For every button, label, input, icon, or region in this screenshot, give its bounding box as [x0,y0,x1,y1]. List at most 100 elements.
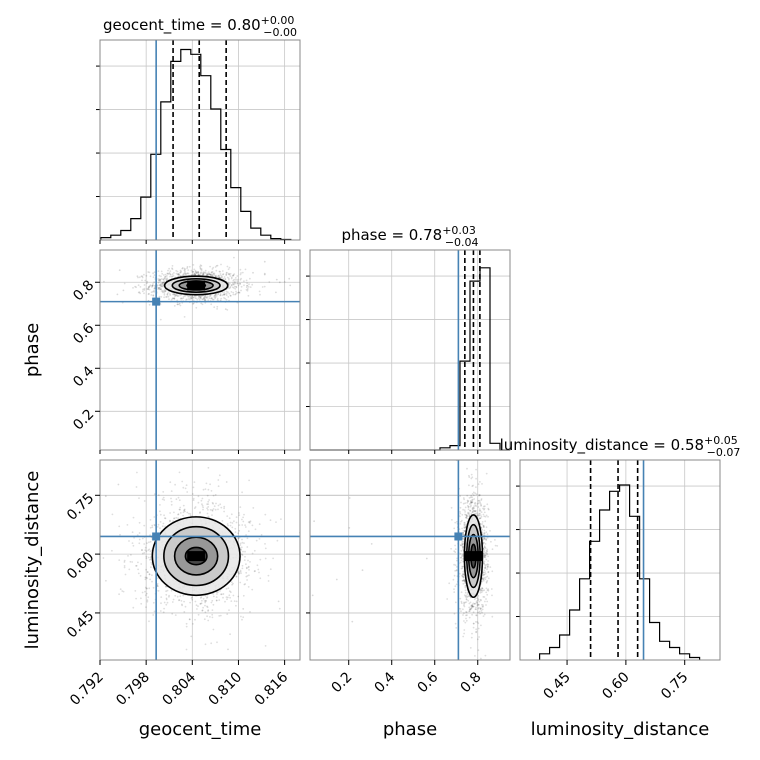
sample-point [225,273,228,276]
sample-point [229,294,232,297]
sample-point [201,599,203,602]
sample-point [166,277,168,280]
sample-point [195,604,198,607]
sample-point [361,569,364,572]
sample-point [175,294,178,297]
sample-point [211,274,214,277]
sample-point [215,502,217,505]
sample-point [214,297,217,300]
sample-point [481,605,484,608]
sample-point [178,302,181,305]
sample-point [221,294,224,297]
sample-point [197,273,200,276]
sample-point [241,518,243,521]
sample-point [246,284,249,287]
sample-point [137,561,139,564]
sample-point [163,277,166,279]
sample-point [229,521,232,524]
sample-point [486,503,489,506]
sample-point [475,597,477,599]
sample-point [485,549,488,552]
sample-point [220,263,222,266]
sample-point [145,274,148,277]
sample-point [196,272,199,274]
sample-point [150,294,153,296]
sample-point [172,520,174,522]
sample-point [232,282,235,284]
sample-point [218,270,221,273]
sample-point [147,596,150,599]
sample-point [143,552,146,554]
sample-point [210,297,213,299]
sample-point [148,271,151,274]
sample-point [217,293,219,296]
sample-point [477,603,480,606]
sample-point [161,272,164,275]
sample-point [190,635,193,638]
sample-point [227,277,230,280]
sample-point [229,275,232,277]
panel-frame [99,459,301,661]
sample-point [197,297,200,299]
sample-point [166,278,169,281]
sample-point [237,284,240,287]
sample-point [280,518,282,520]
sample-point [238,571,240,574]
sample-point [136,534,139,536]
panel-frame [309,459,511,661]
sample-point [217,292,220,295]
sample-point [143,292,145,295]
sample-point [275,278,278,281]
sample-point [214,294,217,296]
sample-point [157,288,160,290]
sample-point [206,274,209,276]
sample-point [477,649,480,652]
sample-point [173,297,175,300]
x-tick-label: 0.6 [415,669,442,696]
sample-point [467,599,470,602]
sample-point [195,271,198,274]
sample-point [479,517,481,520]
sample-point [144,586,147,589]
sample-point [483,562,485,565]
sample-point [233,278,236,281]
sample-point [474,504,477,507]
sample-point [479,494,481,496]
sample-point [207,503,210,505]
sample-point [470,606,473,609]
sample-point [479,512,481,515]
sample-point [162,290,165,293]
y-tick-label: 0.2 [70,406,97,433]
sample-point [234,281,236,284]
sample-point [459,512,462,515]
sample-point [473,602,476,605]
sample-point [238,529,241,532]
sample-point [459,561,462,564]
sample-point [485,526,488,529]
sample-point [480,624,482,627]
sample-point [214,293,217,296]
sample-point [494,539,496,541]
sample-point [460,602,463,605]
pair-panel-geocent_time-luminosity_distance [100,460,300,660]
sample-point [216,299,219,301]
sample-point [483,525,485,528]
sample-point [176,303,179,306]
contour-line [184,546,208,566]
sample-point [470,604,473,607]
sample-point [159,513,162,516]
sample-point [213,296,216,298]
sample-point [229,295,232,297]
sample-point [211,599,214,602]
sample-point [466,504,469,507]
sample-point [462,531,464,534]
sample-point [231,275,234,277]
sample-point [226,276,229,279]
sample-point [465,516,467,519]
sample-point [370,543,373,545]
sample-point [179,275,182,277]
sample-point [162,281,165,284]
sample-point [460,544,462,547]
sample-point [221,275,224,278]
sample-point [245,563,247,566]
